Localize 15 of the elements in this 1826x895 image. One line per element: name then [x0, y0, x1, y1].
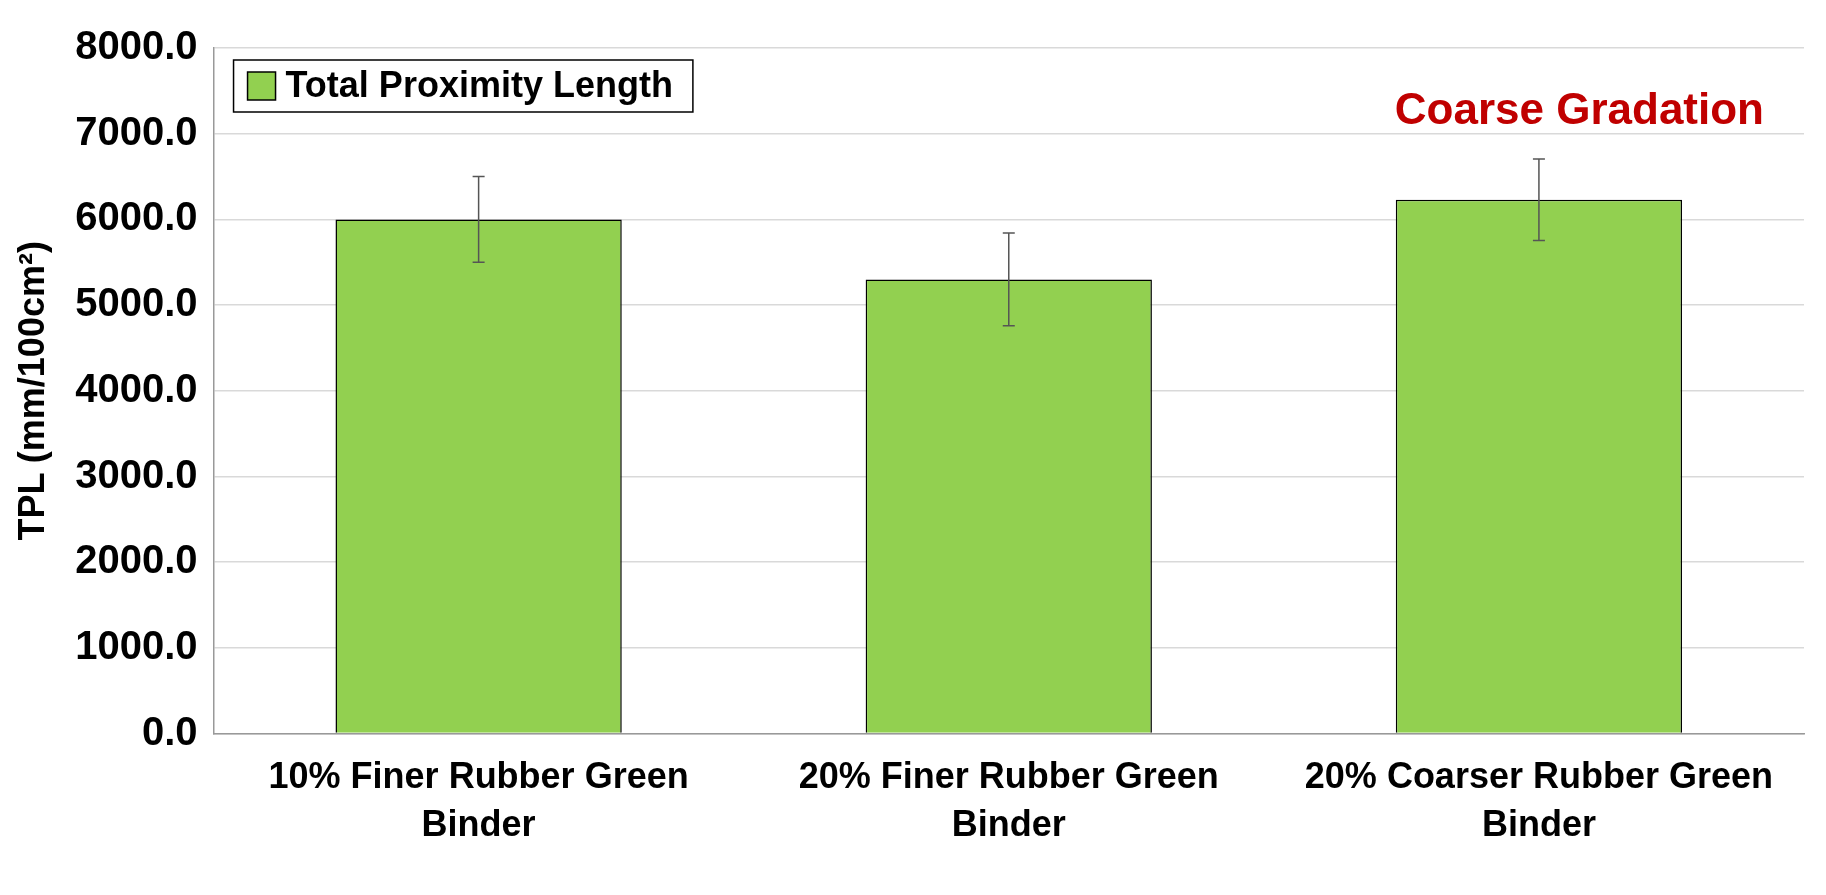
y-tick-label: 8000.0 — [75, 23, 198, 68]
x-tick-label: 20% Finer Rubber Green Binder — [798, 754, 1219, 844]
y-tick-label: 1000.0 — [75, 622, 198, 667]
x-tick-label: 10% Finer Rubber Green Binder — [268, 754, 689, 844]
y-tick-label: 0.0 — [141, 708, 198, 753]
legend-label: Total Proximity Length — [285, 63, 673, 105]
y-tick-label: 2000.0 — [75, 537, 198, 582]
annotation: Coarse Gradation — [1394, 84, 1764, 134]
y-tick-label: 7000.0 — [75, 108, 198, 153]
y-axis-title: TPL (mm/100cm²) — [10, 241, 52, 541]
y-tick-label: 3000.0 — [75, 451, 198, 496]
y-tick-label: 4000.0 — [75, 365, 198, 410]
y-tick-label: 5000.0 — [75, 280, 198, 325]
x-tick-label: 20% Coarser Rubber Green Binder — [1304, 754, 1774, 844]
y-tick-label: 6000.0 — [75, 194, 198, 239]
